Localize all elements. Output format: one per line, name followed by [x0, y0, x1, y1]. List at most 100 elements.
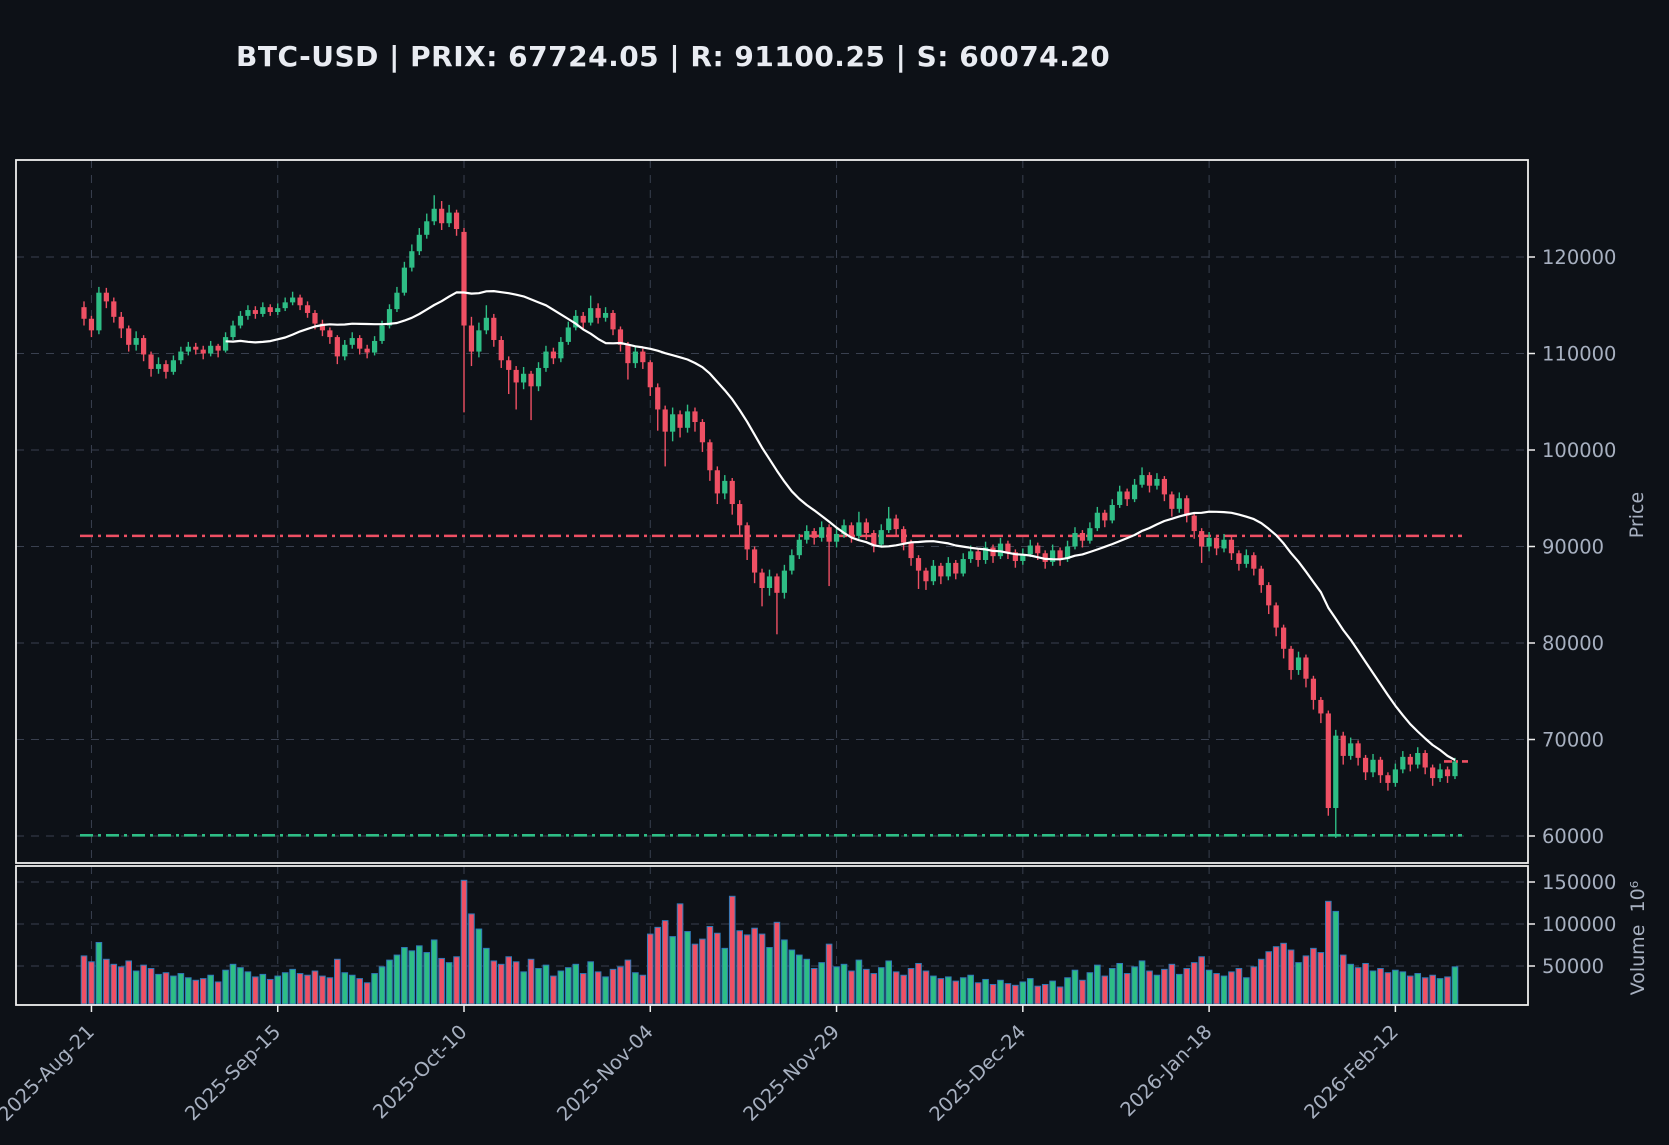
candle-body: [1117, 491, 1123, 506]
candles-layer: [81, 195, 1458, 838]
candle-body: [1050, 550, 1056, 562]
volume-bar: [319, 975, 326, 1005]
candle-body: [1377, 759, 1384, 776]
candle-body: [215, 345, 221, 351]
volume-bar: [758, 933, 766, 1005]
candle-body: [1087, 528, 1093, 541]
volume-bar: [1146, 970, 1153, 1005]
candle-body: [1020, 554, 1026, 561]
volume-bar: [1190, 962, 1198, 1005]
candle-body: [1191, 515, 1197, 532]
volume-bar: [199, 978, 207, 1005]
price-tick-label: 110000: [1542, 343, 1616, 366]
candle-body: [1064, 546, 1071, 560]
candle-body: [796, 539, 802, 556]
volume-bar: [252, 976, 259, 1005]
candle-body: [148, 354, 154, 369]
candle-body: [1243, 555, 1249, 564]
volume-bar: [728, 895, 736, 1005]
candle-body: [1124, 491, 1130, 500]
volume-bar: [80, 955, 88, 1005]
volume-panel-border: [15, 865, 1529, 1006]
candle-body: [1310, 678, 1317, 700]
price-tick-label: 120000: [1542, 246, 1616, 269]
candle-body: [453, 212, 460, 230]
candle-body: [1206, 537, 1212, 547]
volume-bar: [825, 943, 833, 1005]
candle-body: [1221, 539, 1227, 549]
volume-bar: [430, 939, 438, 1005]
volume-bar: [95, 941, 103, 1005]
candle-body: [781, 570, 787, 593]
candle-body: [1318, 699, 1324, 714]
volume-bar: [848, 970, 855, 1005]
candle-body: [1236, 553, 1242, 564]
candle-body: [923, 570, 929, 582]
volume-bar: [1086, 972, 1094, 1005]
candle-body: [684, 411, 691, 428]
volume-bar: [669, 936, 676, 1005]
date-tick-label: 2025-Dec-24: [925, 1020, 1031, 1126]
volume-bar: [1272, 946, 1280, 1005]
date-tick-label: 2025-Nov-04: [552, 1020, 657, 1125]
candle-body: [968, 551, 974, 560]
volume-bar: [274, 975, 282, 1005]
volume-bar: [1243, 977, 1250, 1005]
volume-bar: [438, 957, 445, 1005]
volume-bar: [632, 972, 639, 1005]
volume-bar: [654, 926, 662, 1005]
volume-bar: [1369, 970, 1377, 1005]
candle-body: [1146, 475, 1153, 486]
candle-body: [908, 542, 914, 559]
candle-body: [498, 339, 504, 361]
candle-body: [729, 480, 735, 505]
volume-bar: [930, 975, 937, 1005]
candle-body: [1079, 532, 1086, 541]
moving-average-line: [225, 290, 1456, 761]
candle-body: [1027, 545, 1033, 555]
candle-body: [222, 337, 229, 351]
volume-bar: [684, 931, 691, 1005]
volume-bar: [1168, 963, 1176, 1005]
date-tick-label: 2025-Sep-15: [180, 1020, 285, 1125]
volume-bar: [885, 960, 893, 1005]
candle-body: [1042, 553, 1048, 562]
volume-bar: [773, 921, 781, 1005]
volume-bar: [1138, 960, 1146, 1005]
volume-bar: [661, 920, 669, 1005]
volume-bar: [1131, 966, 1138, 1005]
volume-bar: [393, 954, 401, 1005]
volume-bar: [982, 978, 989, 1005]
volume-bar: [624, 959, 632, 1005]
volume-bar: [1250, 966, 1258, 1005]
volume-bar: [483, 947, 490, 1005]
candle-body: [513, 369, 519, 383]
candle-body: [1444, 769, 1451, 777]
chart-title: BTC-USD | PRIX: 67724.05 | R: 91100.25 |…: [236, 40, 1111, 73]
candle-body: [550, 351, 557, 359]
volume-bar: [1347, 963, 1354, 1005]
volume-bar: [1310, 947, 1317, 1005]
volume-bar: [348, 974, 356, 1005]
candle-body: [141, 338, 147, 355]
candle-body: [312, 312, 318, 324]
volume-bar: [699, 938, 706, 1005]
candle-body: [841, 525, 847, 534]
volume-bar: [736, 930, 743, 1005]
volume-bar: [497, 963, 505, 1005]
candle-body: [1303, 657, 1309, 679]
volume-bar: [401, 947, 408, 1005]
volume-bar: [1205, 969, 1213, 1005]
candle-body: [975, 551, 981, 561]
candle-body: [930, 565, 937, 582]
volume-bar: [162, 972, 170, 1005]
candle-body: [699, 422, 706, 443]
date-tick-label: 2025-Aug-21: [0, 1020, 99, 1125]
volume-bar: [810, 968, 818, 1005]
volume-bar: [304, 974, 311, 1005]
candle-body: [632, 351, 638, 364]
volume-bar: [937, 978, 945, 1005]
candle-body: [394, 292, 400, 310]
volume-bar: [788, 949, 796, 1005]
price-tick-label: 90000: [1542, 536, 1604, 559]
